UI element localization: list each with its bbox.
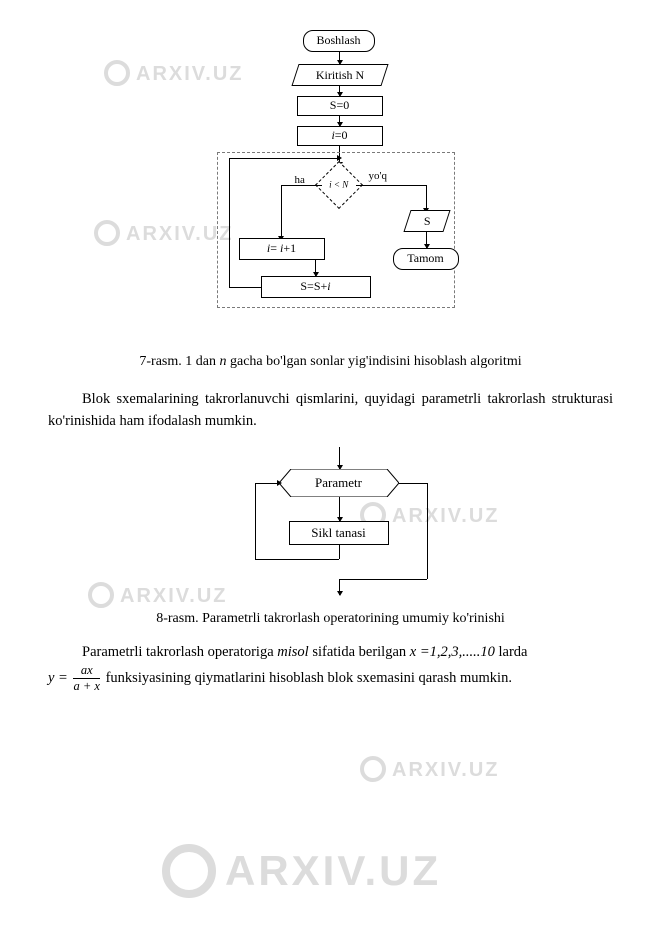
flow-node-i0: i=0	[297, 126, 383, 146]
caption-text: 7-rasm. 1 dan	[139, 354, 219, 369]
flow-edge	[427, 483, 428, 579]
paragraph-1: Blok sxemalarining takrorlanuvchi qismla…	[48, 388, 613, 433]
flow-node-label: Tamom	[407, 252, 444, 266]
formula-denominator: a + x	[73, 679, 99, 693]
flow-edge	[399, 483, 427, 484]
formula-fraction: ax a + x	[73, 664, 99, 693]
flow-arrowhead	[337, 155, 342, 161]
flowchart-algorithm: Boshlash Kiritish N S=0 i=0 i < N ha	[181, 30, 481, 340]
flow-node-ssum: S=S+i	[261, 276, 371, 298]
flow-node-label: Kiritish N	[315, 68, 363, 83]
paragraph-text: Blok sxemalarining takrorlanuvchi qismla…	[48, 391, 613, 429]
flow-edge	[339, 545, 340, 559]
flow-edge	[281, 185, 282, 238]
flow-edge	[356, 185, 426, 186]
paragraph-text: sifatida berilgan	[309, 644, 410, 660]
flow-edge	[255, 559, 339, 560]
svg-text:ARXIV.UZ: ARXIV.UZ	[225, 847, 441, 894]
paragraph-text: funksiyasining qiymatlarini hisoblash bl…	[106, 670, 512, 686]
flow-node-end: Tamom	[393, 248, 459, 270]
flow-label-no: yo'q	[369, 170, 387, 182]
flow-node-output-s: S	[403, 210, 450, 232]
paragraph-text: Parametrli takrorlash operatoriga	[82, 644, 277, 660]
watermark: ARXIV.UZ	[360, 754, 510, 784]
paragraph-text: larda	[495, 644, 528, 660]
caption-text: 8-rasm. Parametrli takrorlash operatorin…	[156, 611, 505, 626]
flow-node-label: i=0	[331, 129, 347, 143]
flow-node-iinc: i= i+1	[239, 238, 325, 260]
caption-text: gacha bo'lgan sonlar yig'indisini hisobl…	[226, 354, 521, 369]
caption-figure-8: 8-rasm. Parametrli takrorlash operatorin…	[48, 611, 613, 627]
flow-node-start: Boshlash	[303, 30, 375, 52]
flow-edge	[229, 158, 230, 287]
flow-edge	[229, 287, 261, 288]
flow-node-label: S	[423, 214, 430, 229]
caption-figure-7: 7-rasm. 1 dan n gacha bo'lgan sonlar yig…	[48, 354, 613, 370]
flow-edge	[339, 52, 340, 64]
formula-numerator: ax	[73, 664, 99, 679]
flow-node-parametr: Parametr	[279, 469, 399, 497]
flow-node-input: Kiritish N	[291, 64, 388, 86]
flow-arrowhead	[277, 480, 282, 486]
flow-edge	[229, 158, 339, 159]
flow-edge	[339, 86, 340, 96]
flow-edge	[339, 579, 340, 595]
flow-node-label: S=0	[330, 99, 349, 113]
flow-edge	[339, 116, 340, 126]
flow-node-s0: S=0	[297, 96, 383, 116]
flow-node-label: i= i+1	[267, 242, 296, 256]
paragraph-2: Parametrli takrorlash operatoriga misol …	[48, 641, 613, 693]
formula-lhs: y =	[48, 670, 68, 686]
flow-edge	[339, 579, 427, 580]
watermark-large: ARXIV.UZ	[161, 841, 501, 901]
flow-edge	[281, 185, 322, 186]
term-range: x =1,2,3,.....10	[410, 644, 495, 660]
svg-text:ARXIV.UZ: ARXIV.UZ	[392, 759, 500, 781]
flow-node-label: i < N	[329, 180, 348, 190]
flow-edge	[339, 497, 340, 521]
flow-edge	[255, 483, 256, 559]
flow-edge	[426, 185, 427, 210]
flow-edge	[255, 483, 279, 484]
flow-node-label: Boshlash	[316, 34, 360, 48]
flow-edge	[339, 447, 340, 469]
flow-node-label: S=S+i	[300, 280, 330, 294]
flow-edge	[426, 232, 427, 248]
flow-edge	[315, 260, 316, 276]
term-misol: misol	[277, 644, 308, 660]
flow-node-body: Sikl tanasi	[289, 521, 389, 545]
flow-node-label: Sikl tanasi	[311, 526, 366, 541]
flow-node-label: Parametr	[315, 475, 362, 491]
flowchart-loop-structure: Parametr Sikl tanasi	[201, 447, 461, 597]
